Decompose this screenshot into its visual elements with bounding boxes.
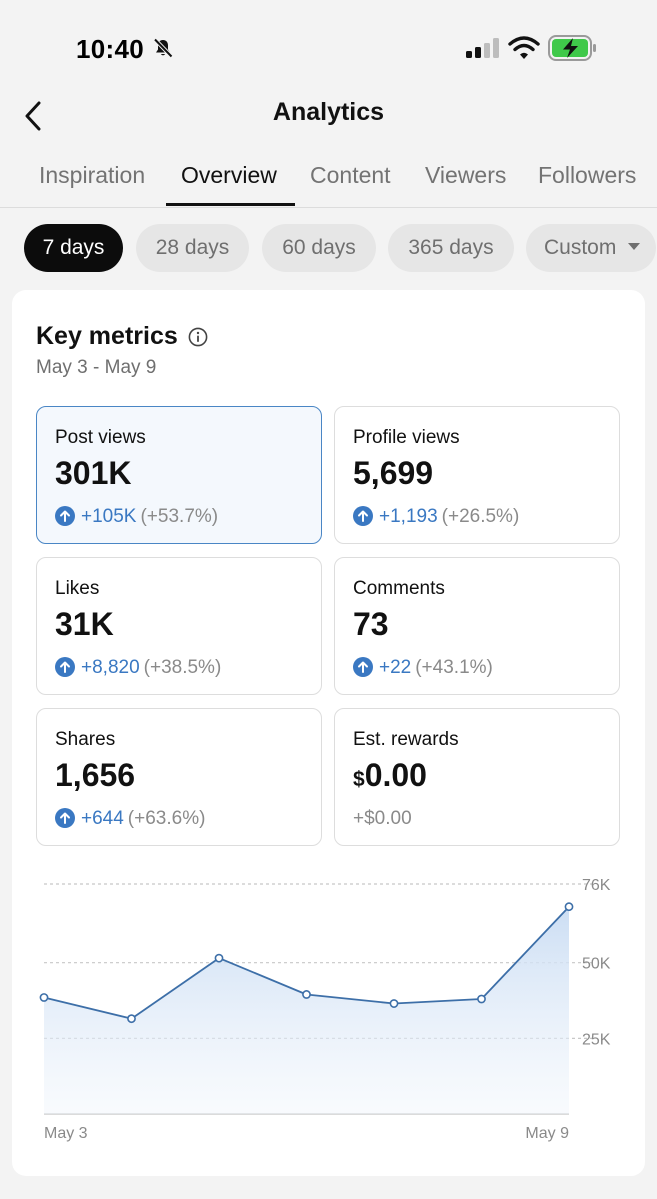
metric-label: Comments: [353, 578, 445, 599]
cellular-signal-icon: [466, 38, 499, 58]
back-chevron-icon[interactable]: [22, 100, 44, 132]
metric-delta: +22: [379, 657, 412, 678]
metric-change: +$0.00: [353, 807, 412, 831]
metric-delta: +644: [81, 808, 124, 829]
key-metrics-card: Key metrics May 3 - May 9 Post views 301…: [12, 290, 645, 1176]
data-point: [477, 994, 486, 1004]
tab-overview[interactable]: Overview: [181, 162, 277, 188]
metric-label: Post views: [55, 427, 146, 448]
metric-label: Est. rewards: [353, 729, 459, 750]
page-title: Analytics: [272, 98, 385, 126]
metric-label: Shares: [55, 729, 116, 750]
metric-label: Likes: [55, 578, 100, 599]
caret-down-icon: [628, 243, 641, 251]
arrow-up-circle-icon: [353, 506, 373, 526]
date-range-selector: 7 days 28 days 60 days 365 days Custom: [24, 224, 657, 272]
tab-inspiration[interactable]: Inspiration: [39, 162, 146, 188]
x-tick-label: May 9: [525, 1125, 569, 1142]
range-chip-60-days[interactable]: 60 days: [262, 224, 376, 272]
status-bar: 10:40: [0, 0, 657, 96]
x-tick-label: May 3: [44, 1125, 88, 1142]
metric-percent: (+26.5%): [441, 506, 520, 527]
post-views-chart-svg: 25K 50K 76K May 3 May 9: [39, 877, 611, 1142]
tab-viewers[interactable]: Viewers: [425, 162, 507, 188]
metric-card-est-rewards[interactable]: Est. rewards $0.00 +$0.00: [334, 708, 620, 846]
data-point: [564, 902, 574, 912]
key-metrics-title: Key metrics: [36, 322, 178, 350]
metric-change: +8,820 (+38.5%): [55, 656, 221, 680]
arrow-up-circle-icon: [55, 808, 75, 828]
arrow-up-circle-icon: [55, 506, 75, 526]
metric-delta: +$0.00: [353, 808, 412, 829]
range-chip-365-days[interactable]: 365 days: [388, 224, 514, 272]
metric-change: +1,193 (+26.5%): [353, 505, 519, 529]
range-chip-28-days[interactable]: 28 days: [136, 224, 249, 272]
currency-symbol: $: [353, 768, 365, 791]
tab-followers[interactable]: Followers: [538, 162, 637, 188]
active-tab-indicator: [166, 203, 295, 206]
metric-percent: (+38.5%): [143, 657, 222, 678]
metric-label: Profile views: [353, 427, 460, 448]
date-range-label: May 3 - May 9: [36, 357, 157, 378]
metric-card-shares[interactable]: Shares 1,656 +644 (+63.6%): [36, 708, 322, 846]
data-point: [39, 993, 49, 1002]
metric-percent: (+53.7%): [140, 506, 219, 527]
metric-amount: 0.00: [364, 757, 427, 793]
metric-value: 301K: [55, 455, 132, 491]
metric-card-likes[interactable]: Likes 31K +8,820 (+38.5%): [36, 557, 322, 695]
arrow-up-circle-icon: [55, 657, 75, 677]
wifi-icon: [508, 36, 540, 59]
metric-value: 73: [353, 606, 389, 642]
analytics-tabs: Inspiration Overview Content Viewers Fol…: [0, 148, 657, 208]
y-tick-label: 25K: [582, 1031, 611, 1048]
metric-card-profile-views[interactable]: Profile views 5,699 +1,193 (+26.5%): [334, 406, 620, 544]
range-chip-custom-label: Custom: [544, 236, 617, 259]
metric-delta: +8,820: [81, 657, 140, 678]
data-point: [127, 1014, 136, 1024]
range-chip-7-days[interactable]: 7 days: [24, 224, 123, 272]
metric-change: +22 (+43.1%): [353, 656, 493, 680]
series-area: [44, 906, 569, 1114]
tab-content[interactable]: Content: [310, 162, 391, 188]
metric-change: +105K (+53.7%): [55, 505, 218, 529]
y-tick-label: 50K: [582, 956, 611, 973]
info-icon[interactable]: [188, 327, 208, 347]
metric-percent: (+63.6%): [127, 808, 206, 829]
metric-value: 5,699: [353, 455, 434, 491]
bell-muted-icon: [153, 38, 173, 58]
metric-delta: +1,193: [379, 506, 438, 527]
status-time: 10:40: [76, 34, 144, 64]
data-point: [389, 999, 399, 1008]
metric-value: $0.00: [353, 757, 427, 794]
metric-delta: +105K: [81, 506, 137, 527]
metric-card-post-views[interactable]: Post views 301K +105K (+53.7%): [36, 406, 322, 544]
metric-card-comments[interactable]: Comments 73 +22 (+43.1%): [334, 557, 620, 695]
post-views-chart: 25K 50K 76K May 3 May 9: [12, 870, 645, 1150]
metric-value: 1,656: [55, 757, 136, 793]
nav-bar: Analytics: [0, 96, 657, 136]
metric-value: 31K: [55, 606, 114, 642]
data-point: [214, 953, 224, 963]
arrow-up-circle-icon: [353, 657, 373, 677]
y-tick-label: 76K: [582, 877, 611, 894]
metric-change: +644 (+63.6%): [55, 807, 205, 831]
range-chip-custom[interactable]: Custom: [526, 224, 656, 272]
metric-percent: (+43.1%): [415, 657, 493, 678]
battery-charging-icon: [548, 35, 596, 61]
data-point: [302, 990, 311, 999]
